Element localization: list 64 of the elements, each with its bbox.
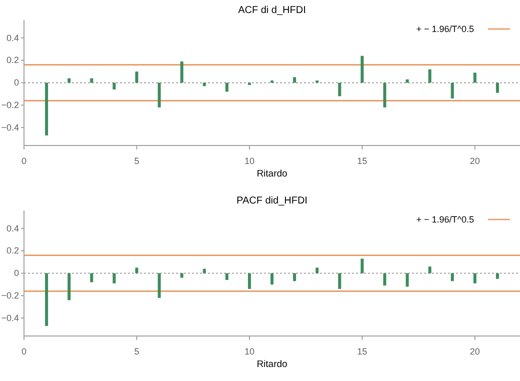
bar [406, 79, 409, 83]
y-tick-label: −0.4 [1, 122, 19, 132]
bar [428, 69, 432, 83]
bar [45, 273, 48, 326]
legend-label: + − 1.96/T^0.5 [416, 214, 474, 224]
bar [68, 273, 71, 300]
bar [225, 273, 228, 280]
y-tick-label: 0.4 [6, 32, 19, 43]
y-tick-label: −0.2 [1, 290, 19, 301]
y-tick-label: 0.2 [6, 55, 19, 66]
bar [338, 82, 342, 96]
chart-title: PACF did_HFDI [236, 196, 308, 206]
bar [450, 273, 454, 282]
bar [248, 273, 251, 289]
bar [68, 78, 71, 83]
bar [45, 82, 48, 136]
bar [360, 258, 364, 274]
bar [316, 268, 319, 274]
x-tick-label: 15 [357, 346, 368, 357]
y-tick-label: 0 [14, 268, 19, 278]
bar [473, 72, 476, 83]
bar [135, 72, 138, 83]
bar [90, 78, 94, 83]
x-tick-label: 15 [357, 156, 368, 166]
bar [293, 77, 296, 83]
bar [450, 82, 454, 98]
x-tick-label: 0 [21, 346, 27, 357]
bar [202, 268, 206, 274]
bar [293, 273, 296, 282]
y-tick-label: 0 [14, 78, 19, 88]
x-tick-label: 0 [21, 156, 27, 166]
x-tick-label: 20 [470, 156, 480, 166]
bar [202, 82, 206, 86]
x-tick-label: 20 [470, 346, 480, 357]
legend-label: + − 1.96/T^0.5 [416, 24, 474, 34]
y-tick-label: −0.4 [1, 312, 19, 323]
x-tick-label: 5 [134, 156, 140, 166]
bar [90, 273, 94, 282]
bar [112, 82, 116, 90]
bar [360, 56, 364, 83]
bar [338, 273, 342, 289]
x-tick-label: 5 [134, 346, 140, 357]
bar [225, 82, 228, 92]
bar [473, 273, 476, 284]
bar [496, 82, 499, 93]
x-tick-label: 10 [244, 156, 254, 166]
chart-title: ACF di d_HFDI [238, 5, 306, 16]
bar [158, 273, 161, 298]
bar [406, 273, 409, 287]
x-axis-title: Ritardo [256, 359, 288, 370]
bar [496, 273, 499, 279]
bar [383, 273, 386, 286]
bar [428, 266, 432, 274]
y-tick-label: −0.2 [1, 100, 19, 110]
x-axis-title: Ritardo [256, 168, 288, 180]
y-tick-label: 0.2 [6, 246, 19, 256]
bar [158, 82, 161, 108]
bar [135, 268, 138, 274]
bar [180, 61, 184, 83]
bar [383, 82, 386, 108]
y-tick-label: 0.4 [6, 223, 19, 234]
bar [270, 273, 274, 284]
x-tick-label: 10 [244, 346, 254, 357]
bar [112, 273, 116, 284]
